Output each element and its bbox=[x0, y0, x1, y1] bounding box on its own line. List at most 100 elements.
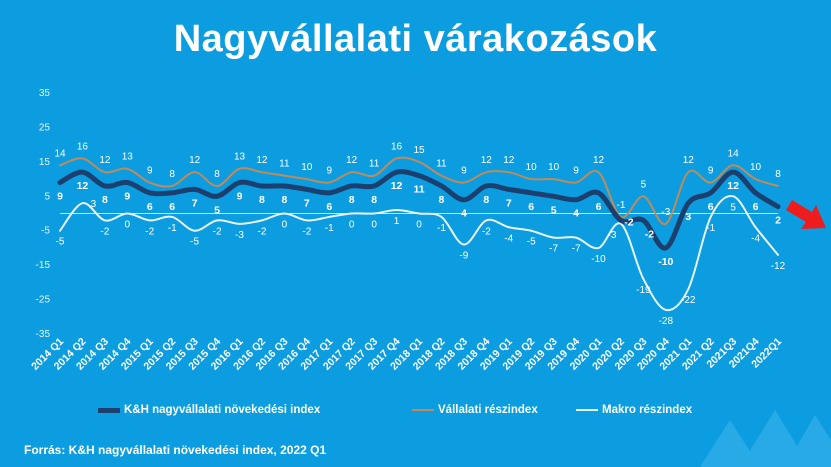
data-label-main: 8 bbox=[371, 194, 377, 206]
data-label-vallalati: 12 bbox=[256, 155, 268, 166]
data-label-main: 6 bbox=[147, 201, 153, 213]
data-label-makro: -7 bbox=[549, 244, 558, 255]
data-label-vallalati: 8 bbox=[214, 169, 220, 180]
watermark-chevrons bbox=[700, 410, 831, 467]
data-label-vallalati: 9 bbox=[147, 166, 153, 177]
data-label-vallalati: 12 bbox=[346, 155, 358, 166]
data-label-makro: -2 bbox=[257, 226, 266, 237]
data-label-vallalati: 13 bbox=[234, 152, 246, 163]
data-label-main: 8 bbox=[349, 194, 355, 206]
data-label-vallalati: 13 bbox=[122, 152, 134, 163]
data-label-makro: -2 bbox=[482, 226, 491, 237]
y-tick-label: -25 bbox=[36, 295, 51, 306]
data-label-vallalati: 10 bbox=[548, 162, 560, 173]
data-label-vallalati: 10 bbox=[526, 162, 538, 173]
data-label-vallalati: -3 bbox=[661, 207, 670, 218]
y-tick-label: -15 bbox=[36, 260, 51, 271]
data-label-vallalati: 8 bbox=[169, 169, 175, 180]
data-label-main: -2 bbox=[645, 228, 654, 240]
data-label-makro: -3 bbox=[235, 230, 244, 241]
data-label-vallalati: 9 bbox=[461, 166, 467, 177]
data-label-vallalati: 14 bbox=[54, 148, 66, 159]
data-label-makro: -1 bbox=[437, 223, 446, 234]
data-label-makro: -1 bbox=[706, 223, 715, 234]
data-label-makro: 0 bbox=[416, 220, 422, 231]
data-label-makro: -1 bbox=[168, 223, 177, 234]
data-label-main: 5 bbox=[214, 204, 220, 216]
source-note: Forrás: K&H nagyvállalati növekedési ind… bbox=[24, 443, 327, 457]
data-label-main: 12 bbox=[391, 180, 403, 192]
data-label-makro: -4 bbox=[504, 233, 513, 244]
data-label-makro: -22 bbox=[681, 295, 696, 306]
data-label-vallalati: -1 bbox=[616, 200, 625, 211]
data-label-main: 2 bbox=[775, 215, 781, 227]
data-label-makro: -9 bbox=[459, 250, 468, 261]
chart-title: Nagyvállalati várakozások bbox=[173, 18, 658, 60]
data-label-vallalati: 11 bbox=[436, 159, 447, 170]
data-label-main: 8 bbox=[439, 194, 445, 206]
legend-swatch-vallalati bbox=[412, 409, 434, 411]
data-label-vallalati: 12 bbox=[481, 155, 493, 166]
legend-item-vallalati: Vállalati részindex bbox=[412, 404, 538, 416]
data-label-main: 6 bbox=[528, 201, 534, 213]
series-line-main bbox=[57, 169, 781, 251]
data-label-makro: 0 bbox=[282, 220, 288, 231]
data-label-main: -2 bbox=[624, 216, 633, 228]
data-label-makro: -12 bbox=[771, 261, 786, 272]
data-label-makro: 0 bbox=[371, 220, 377, 231]
data-label-vallalati: 11 bbox=[279, 159, 290, 170]
data-label-makro: -1 bbox=[325, 223, 334, 234]
data-label-vallalati: 16 bbox=[77, 141, 89, 152]
red-arrow-down-icon bbox=[786, 200, 826, 229]
data-label-vallalati: 12 bbox=[189, 155, 201, 166]
data-label-makro: -2 bbox=[145, 226, 154, 237]
data-label-main: 8 bbox=[259, 194, 265, 206]
data-label-makro: 1 bbox=[394, 216, 400, 227]
data-label-vallalati: 12 bbox=[503, 155, 515, 166]
data-label-makro: -19 bbox=[636, 285, 651, 296]
data-label-vallalati: 12 bbox=[593, 155, 605, 166]
data-label-main: -10 bbox=[658, 256, 673, 268]
data-label-vallalati: 15 bbox=[413, 145, 425, 156]
data-label-main: 12 bbox=[727, 180, 739, 192]
data-label-main: 9 bbox=[57, 191, 63, 203]
data-label-main: 4 bbox=[461, 208, 467, 220]
data-label-main: 9 bbox=[237, 191, 243, 203]
legend-item-makro: Makro részindex bbox=[576, 404, 692, 416]
data-label-vallalati: 10 bbox=[301, 162, 313, 173]
data-label-vallalati: 12 bbox=[683, 155, 695, 166]
data-label-vallalati: 9 bbox=[326, 166, 332, 177]
data-label-vallalati: 14 bbox=[728, 148, 740, 159]
legend-swatch-makro bbox=[576, 409, 598, 411]
data-label-makro: -10 bbox=[591, 254, 606, 265]
y-tick-label: 25 bbox=[39, 122, 51, 133]
data-label-main: 9 bbox=[124, 191, 130, 203]
data-label-makro: -28 bbox=[659, 316, 674, 327]
data-label-vallalati: 10 bbox=[750, 162, 762, 173]
data-label-makro: -2 bbox=[302, 226, 311, 237]
y-tick-label: 15 bbox=[39, 157, 51, 168]
data-label-main: 6 bbox=[169, 201, 175, 213]
data-label-vallalati: 12 bbox=[99, 155, 111, 166]
data-label-main: 6 bbox=[753, 201, 759, 213]
series-line-vallalati bbox=[59, 156, 779, 225]
data-label-main: 6 bbox=[596, 201, 602, 213]
data-label-vallalati: 16 bbox=[391, 141, 403, 152]
y-tick-label: -35 bbox=[36, 329, 51, 340]
data-label-vallalati: 8 bbox=[775, 169, 781, 180]
data-label-vallalati: 11 bbox=[369, 159, 380, 170]
legend-label-vallalati: Vállalati részindex bbox=[438, 404, 538, 416]
data-label-makro: 3 bbox=[91, 199, 97, 210]
data-label-main: 12 bbox=[77, 180, 89, 192]
legend-label-makro: Makro részindex bbox=[602, 404, 693, 416]
data-label-makro: -2 bbox=[100, 226, 109, 237]
data-label-main: 8 bbox=[483, 194, 489, 206]
data-label-vallalati: 5 bbox=[641, 179, 647, 190]
data-label-main: 6 bbox=[326, 201, 332, 213]
data-label-makro: 0 bbox=[125, 220, 131, 231]
data-label-makro: 5 bbox=[730, 202, 736, 213]
data-label-vallalati: 9 bbox=[708, 166, 714, 177]
data-label-main: 7 bbox=[192, 197, 198, 209]
data-label-main: 11 bbox=[413, 184, 424, 196]
